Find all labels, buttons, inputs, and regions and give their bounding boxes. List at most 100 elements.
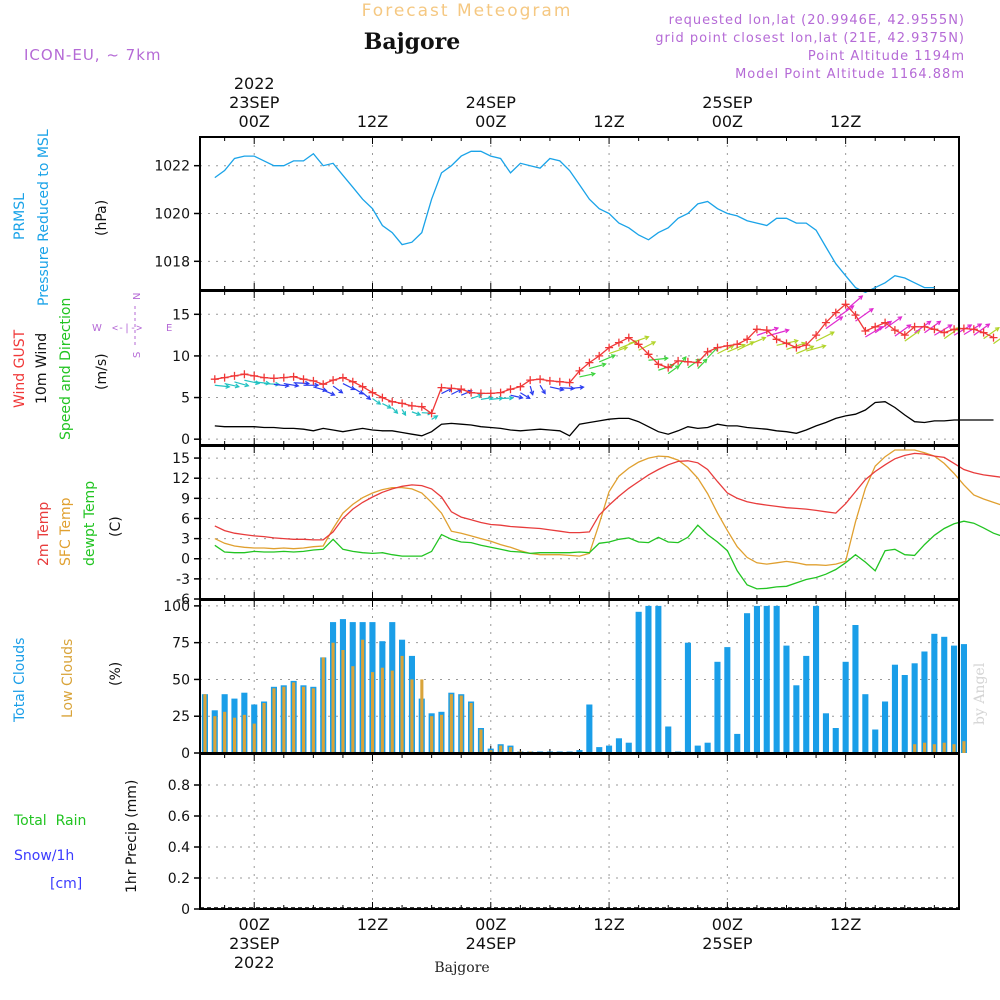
panel-frame bbox=[199, 753, 960, 910]
gust-marker bbox=[319, 380, 328, 389]
gust-marker bbox=[644, 350, 653, 359]
gust-marker bbox=[250, 371, 259, 380]
wind-arrow-head bbox=[508, 395, 515, 401]
wind-arrow bbox=[806, 345, 826, 352]
wind-legend-10m: 10m Wind bbox=[34, 333, 50, 404]
time-label-bottom: 00Z bbox=[475, 915, 506, 934]
precip-legend-snow-unit: [cm] bbox=[50, 876, 82, 892]
low-cloud-bar bbox=[509, 747, 513, 753]
wind-arrow bbox=[283, 382, 299, 387]
wind-arrow bbox=[579, 372, 595, 378]
gust-marker bbox=[969, 325, 978, 334]
wind-arrow-head bbox=[401, 411, 407, 417]
gust-marker bbox=[693, 358, 702, 367]
low-cloud-bar bbox=[913, 744, 917, 753]
gust-marker bbox=[348, 377, 357, 386]
wind-arrow-head bbox=[761, 336, 767, 342]
gust-marker bbox=[309, 376, 318, 385]
gust-marker bbox=[467, 388, 476, 397]
wind-arrow bbox=[904, 329, 921, 342]
total-cloud-bar bbox=[694, 745, 701, 753]
total-cloud-bar bbox=[901, 675, 908, 753]
gust-marker bbox=[654, 360, 663, 369]
compass-rose: N S W E <-|-> bbox=[92, 293, 172, 358]
gust-marker bbox=[831, 308, 840, 317]
watermark: by Angel bbox=[972, 662, 988, 725]
gust-marker bbox=[595, 351, 604, 360]
total-cloud-bar bbox=[862, 694, 869, 753]
low-cloud-bar bbox=[489, 750, 493, 753]
gust-marker bbox=[388, 397, 397, 406]
total-cloud-bar bbox=[734, 733, 741, 753]
y-tick-label: -3 bbox=[176, 572, 190, 588]
y-tick-label: 12 bbox=[172, 471, 190, 487]
wind-arrow-head bbox=[330, 391, 336, 396]
gust-marker bbox=[772, 335, 781, 344]
wind-arrow-head bbox=[416, 411, 422, 416]
gust-marker bbox=[634, 340, 643, 349]
gust-marker bbox=[812, 331, 821, 340]
total-cloud-bar bbox=[951, 645, 958, 753]
wind-arrow bbox=[746, 337, 766, 346]
wind-arrow-head bbox=[518, 394, 524, 400]
time-label-bottom: 12Z bbox=[593, 915, 624, 934]
gust-marker bbox=[890, 326, 899, 335]
low-cloud-bar bbox=[952, 744, 956, 753]
gust-marker bbox=[752, 325, 761, 334]
total-cloud-bar bbox=[941, 636, 948, 753]
gust-marker bbox=[703, 347, 712, 356]
gust-marker bbox=[575, 366, 584, 375]
wind-arrow bbox=[865, 326, 883, 338]
pressure-legend: PRMSL Pressure Reduced to MSL (hPa) bbox=[12, 129, 110, 306]
gust-marker bbox=[269, 374, 278, 383]
gust-marker bbox=[417, 402, 426, 411]
wind-legend-speed-dir: Speed and Direction bbox=[58, 298, 74, 440]
time-label-top: 23SEP bbox=[229, 93, 280, 112]
low-cloud-bar bbox=[223, 711, 227, 753]
y-tick-label: 15 bbox=[172, 451, 190, 467]
wind-arrow bbox=[993, 338, 1000, 345]
wind-arrow-head bbox=[947, 324, 953, 329]
total-cloud-bar bbox=[744, 613, 751, 753]
pressure-legend-desc: Pressure Reduced to MSL bbox=[36, 129, 52, 306]
wind-arrow-head bbox=[967, 324, 973, 329]
point-altitude: Point Altitude 1194m bbox=[808, 49, 965, 64]
model-point-altitude: Model Point Altitude 1164.88m bbox=[735, 67, 965, 82]
clouds-legend-total: Total Clouds bbox=[12, 638, 28, 723]
y-tick-label: 0.6 bbox=[168, 809, 190, 825]
gust-marker bbox=[555, 377, 564, 386]
wind-arrow bbox=[796, 345, 814, 355]
wind-arrow bbox=[815, 331, 835, 342]
wind-arrow-head bbox=[579, 385, 585, 390]
wind-arrow-head bbox=[610, 354, 617, 359]
wind-arrow bbox=[598, 354, 616, 363]
wind-arrow bbox=[352, 387, 364, 395]
wind-arrow-head bbox=[977, 323, 983, 328]
requested-coords: requested lon,lat (20.9946E, 42.9555N) bbox=[669, 13, 965, 28]
low-cloud-bar bbox=[311, 688, 315, 753]
time-label-top: 12Z bbox=[830, 112, 861, 131]
precip-legend: Total Rain Snow/1h [cm] 1hr Precip (mm) bbox=[13, 780, 140, 893]
total-cloud-bar bbox=[635, 611, 642, 753]
low-cloud-bar bbox=[380, 667, 384, 753]
y-tick-label: 0 bbox=[181, 902, 190, 918]
y-tick-label: 0.2 bbox=[168, 871, 190, 887]
low-cloud-bar bbox=[420, 679, 424, 753]
clouds-legend-low: Low Clouds bbox=[60, 639, 76, 718]
total-cloud-bar bbox=[921, 651, 928, 753]
model-label: ICON-EU, ~ 7km bbox=[24, 46, 162, 64]
wind-arrow bbox=[313, 386, 327, 392]
wind-arrow-head bbox=[887, 320, 893, 326]
low-cloud-bar bbox=[440, 714, 444, 754]
gust-marker bbox=[289, 372, 298, 381]
gust-marker bbox=[871, 322, 880, 331]
gust-marker bbox=[457, 385, 466, 394]
wind-speed-line bbox=[214, 401, 994, 437]
wind-arrow-head bbox=[433, 415, 439, 420]
panel-frame bbox=[199, 445, 960, 600]
low-cloud-bar bbox=[262, 703, 266, 753]
low-cloud-bar bbox=[942, 742, 946, 753]
low-cloud-bar bbox=[282, 686, 286, 753]
low-cloud-bar bbox=[400, 655, 404, 753]
wind-panel: 0 5 10 15 bbox=[172, 291, 1000, 448]
